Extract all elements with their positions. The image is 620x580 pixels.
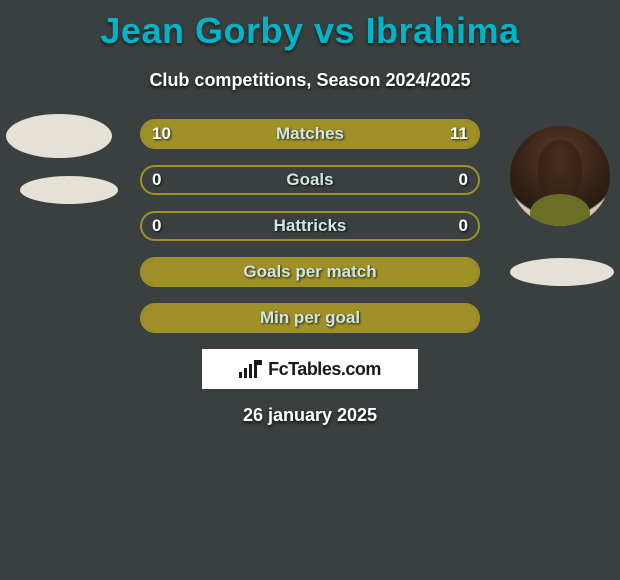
- stat-right-value: 0: [459, 170, 468, 190]
- stat-row: 10 Matches 11: [140, 119, 480, 149]
- stat-row: 0 Goals 0: [140, 165, 480, 195]
- subtitle: Club competitions, Season 2024/2025: [0, 70, 620, 91]
- stat-right-value: 0: [459, 216, 468, 236]
- player-right-avatar: [510, 126, 610, 226]
- stat-label: Goals: [142, 170, 478, 190]
- stat-left-value: 0: [152, 170, 161, 190]
- stat-row: Goals per match: [140, 257, 480, 287]
- stat-fill-left: [142, 305, 478, 331]
- page-title: Jean Gorby vs Ibrahima: [0, 0, 620, 52]
- player-left-avatar-2: [20, 176, 118, 204]
- stat-left-value: 0: [152, 216, 161, 236]
- date-line: 26 january 2025: [0, 405, 620, 426]
- logo-box: FcTables.com: [202, 349, 418, 389]
- logo-bars-icon: [239, 360, 262, 378]
- logo-text: FcTables.com: [268, 359, 381, 380]
- stat-label: Hattricks: [142, 216, 478, 236]
- stat-left-value: 10: [152, 124, 171, 144]
- player-left-avatar-1: [6, 114, 112, 158]
- player-right-avatar-2: [510, 258, 614, 286]
- stat-right-value: 11: [450, 124, 468, 144]
- stat-row: Min per goal: [140, 303, 480, 333]
- stats-container: 10 Matches 11 0 Goals 0 0 Hattricks 0 Go…: [140, 119, 480, 333]
- stat-row: 0 Hattricks 0: [140, 211, 480, 241]
- stat-fill-left: [142, 259, 478, 285]
